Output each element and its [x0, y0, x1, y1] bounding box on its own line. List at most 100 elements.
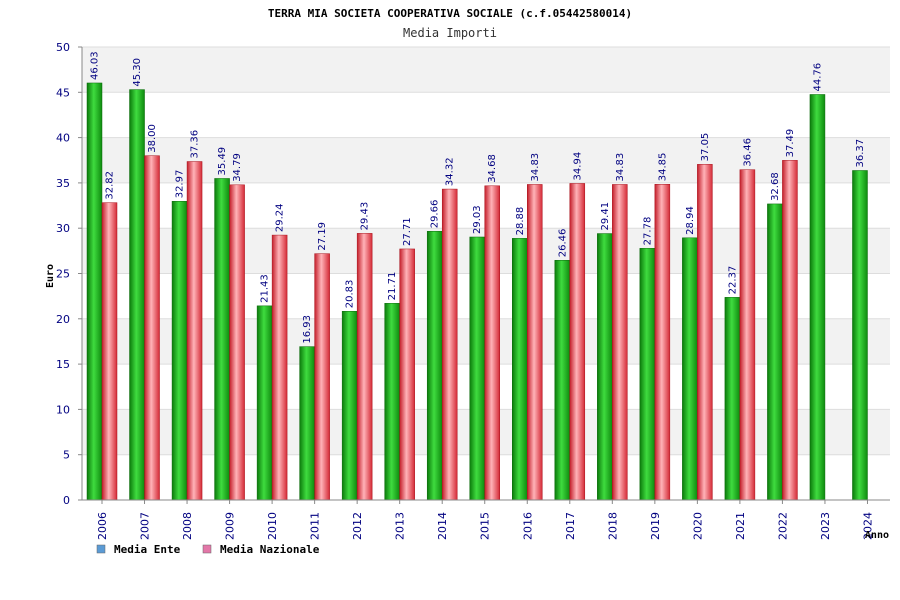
data-label: 38.00 — [147, 124, 158, 153]
data-label: 34.79 — [232, 153, 243, 182]
bar-media-nazionale — [101, 202, 118, 501]
y-tick-label: 5 — [63, 449, 70, 462]
data-label: 27.19 — [317, 222, 328, 251]
bar-media-nazionale — [569, 183, 586, 501]
bar-media-ente — [554, 260, 571, 501]
data-label: 21.71 — [387, 272, 398, 301]
x-tick-labels: 2006 2007 2008 2009 2010 2011 2012 2013 2014 2015… — [96, 500, 874, 540]
bar-media-nazionale — [654, 184, 671, 501]
data-label: 34.94 — [572, 152, 583, 181]
data-label: 29.66 — [430, 200, 441, 229]
data-label: 29.41 — [600, 202, 611, 231]
y-tick-label: 0 — [63, 494, 70, 507]
x-tick-label: 2020 — [691, 512, 704, 540]
x-tick-label: 2014 — [436, 512, 449, 540]
bar-media-ente — [384, 303, 400, 501]
data-label: 35.49 — [217, 147, 228, 176]
data-label: 36.46 — [742, 138, 753, 167]
bar-media-ente — [852, 170, 868, 501]
x-axis-label: Anno — [865, 530, 889, 541]
data-label: 37.36 — [190, 130, 201, 159]
bar-media-ente — [639, 248, 656, 501]
x-tick-label: 2015 — [479, 512, 492, 540]
x-tick-label: 2016 — [521, 512, 534, 540]
x-tick-label: 2017 — [564, 512, 577, 540]
bar-media-nazionale — [527, 184, 543, 501]
y-axis-label: Euro — [45, 264, 56, 288]
x-tick-label: 2018 — [606, 512, 619, 540]
y-tick-label: 35 — [56, 177, 70, 190]
y-tick-label: 15 — [56, 358, 70, 371]
x-tick-label: 2010 — [266, 512, 279, 540]
bar-media-nazionale — [484, 185, 500, 501]
bar-media-ente — [299, 346, 315, 501]
bar-media-nazionale — [441, 188, 458, 501]
bar-media-nazionale — [186, 161, 203, 501]
data-label: 29.24 — [275, 203, 286, 232]
data-label: 27.78 — [642, 217, 653, 246]
plot-band — [82, 47, 890, 93]
bar-media-nazionale — [739, 169, 756, 501]
data-label: 29.43 — [360, 202, 371, 231]
bar-media-ente — [767, 203, 783, 501]
bar-media-ente — [682, 237, 698, 501]
x-tick-label: 2007 — [139, 512, 152, 540]
data-label: 32.68 — [770, 172, 781, 201]
data-label: 29.03 — [472, 205, 483, 234]
bar-media-nazionale — [229, 184, 245, 501]
bar-media-nazionale — [144, 155, 160, 501]
bar-media-ente — [597, 233, 613, 501]
y-tick-label: 30 — [56, 222, 70, 235]
x-tick-label: 2021 — [734, 512, 747, 540]
bar-media-ente — [809, 94, 826, 501]
data-label: 34.32 — [445, 157, 456, 186]
data-label: 44.76 — [812, 63, 823, 92]
bar-media-nazionale — [271, 234, 288, 501]
x-tick-label: 2013 — [394, 512, 407, 540]
data-label: 46.03 — [90, 51, 101, 80]
y-tick-label: 40 — [56, 132, 70, 145]
x-tick-label: 2009 — [224, 512, 237, 540]
chart-subtitle: Media Importi — [403, 26, 497, 40]
data-label: 37.49 — [785, 129, 796, 158]
bar-media-nazionale — [782, 160, 798, 501]
y-tick-label: 50 — [56, 41, 70, 54]
y-tick-label: 10 — [56, 403, 70, 416]
bars — [86, 82, 868, 501]
data-labels: 46.03 32.82 45.30 38.00 32.97 37.36 35.49 34.79… — [90, 51, 866, 343]
bar-media-ente — [86, 82, 103, 501]
x-tick-label: 2019 — [649, 512, 662, 540]
bar-media-nazionale — [314, 253, 330, 501]
data-label: 36.37 — [855, 139, 866, 168]
y-tick-labels: 0 5 10 15 20 25 30 35 40 45 50 — [56, 41, 70, 507]
chart-title: TERRA MIA SOCIETA COOPERATIVA SOCIALE (c… — [268, 7, 632, 20]
y-tick-label: 25 — [56, 268, 70, 281]
axes — [81, 47, 890, 501]
y-tick-label: 20 — [56, 313, 70, 326]
bar-media-ente — [214, 178, 230, 501]
data-label: 26.46 — [557, 229, 568, 258]
data-label: 22.37 — [727, 266, 738, 295]
x-tick-label: 2008 — [181, 512, 194, 540]
x-tick-label: 2006 — [96, 512, 109, 540]
data-label: 34.83 — [530, 153, 541, 182]
data-label: 45.30 — [132, 58, 143, 87]
bar-media-ente — [512, 238, 528, 501]
bar-media-ente — [426, 231, 443, 501]
plot-band — [82, 92, 890, 138]
bar-media-ente — [129, 89, 145, 501]
bar-media-nazionale — [399, 248, 415, 501]
bar-media-ente — [171, 201, 188, 501]
data-label: 34.83 — [615, 153, 626, 182]
x-tick-label: 2023 — [819, 512, 832, 540]
data-label: 32.82 — [105, 171, 116, 200]
data-label: 27.71 — [402, 217, 413, 246]
bar-media-nazionale — [697, 164, 713, 501]
data-label: 37.05 — [700, 133, 711, 162]
data-label: 34.85 — [657, 153, 668, 182]
bar-media-ente — [341, 311, 358, 501]
data-label: 20.83 — [345, 280, 356, 309]
data-label: 28.88 — [515, 207, 526, 236]
legend-swatch-media-ente — [96, 544, 106, 554]
